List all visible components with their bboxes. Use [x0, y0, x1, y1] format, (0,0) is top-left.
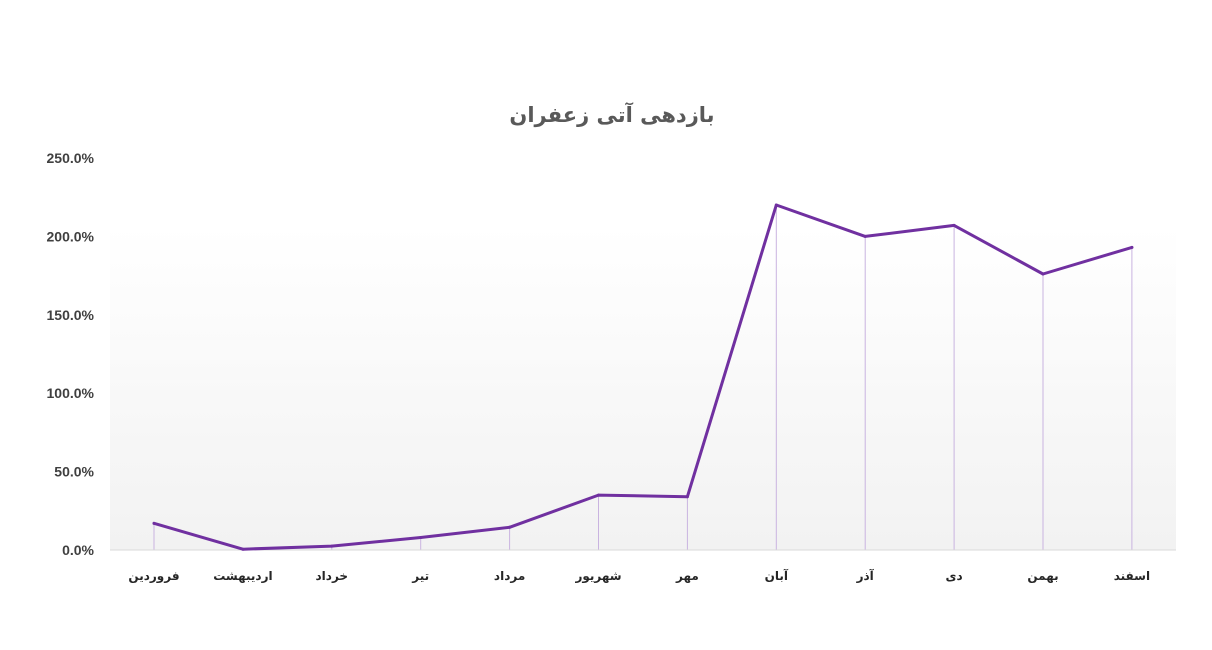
- series: [152, 203, 1134, 551]
- y-tick-label: 250.0%: [47, 150, 95, 166]
- x-tick-label: دی: [946, 569, 963, 583]
- x-tick-label: مرداد: [494, 569, 525, 583]
- x-tick-label: تیر: [411, 569, 429, 583]
- y-tick-label: 100.0%: [47, 385, 95, 401]
- data-point: [863, 234, 867, 238]
- data-point: [330, 544, 334, 548]
- x-axis: فروردین اردیبهشت خرداد تیر مرداد شهریور مهر آبا…: [128, 568, 1150, 584]
- x-tick-label: فروردین: [128, 569, 179, 584]
- data-point: [597, 493, 600, 497]
- x-tick-label: مهر: [675, 569, 699, 583]
- x-tick-label: آبان: [765, 568, 789, 583]
- data-point: [419, 535, 423, 539]
- y-tick-label: 0.0%: [62, 542, 94, 558]
- y-axis: 0.0% 50.0% 100.0% 150.0% 200.0% 250.0%: [47, 150, 95, 558]
- y-tick-label: 150.0%: [47, 307, 95, 323]
- y-tick-label: 200.0%: [47, 228, 95, 244]
- data-point: [508, 525, 512, 529]
- y-tick-label: 50.0%: [54, 464, 94, 480]
- data-point: [152, 521, 156, 525]
- data-point: [685, 495, 689, 499]
- x-tick-label: خرداد: [316, 569, 349, 583]
- data-point: [952, 223, 956, 227]
- x-tick-label: اسفند: [1114, 569, 1150, 583]
- plot-area: [110, 226, 1176, 550]
- x-tick-label: آذر: [856, 568, 875, 583]
- chart-title: بازدهی آتی زعفران: [509, 102, 714, 127]
- x-tick-label: بهمن: [1027, 569, 1058, 583]
- data-point: [241, 547, 245, 551]
- series-line: [152, 203, 1134, 551]
- drop-lines: [153, 205, 1133, 550]
- x-tick-label: اردیبهشت: [213, 569, 272, 583]
- data-point: [774, 203, 778, 207]
- data-point: [1130, 245, 1134, 249]
- data-point: [1041, 272, 1045, 276]
- x-tick-label: شهریور: [574, 569, 621, 584]
